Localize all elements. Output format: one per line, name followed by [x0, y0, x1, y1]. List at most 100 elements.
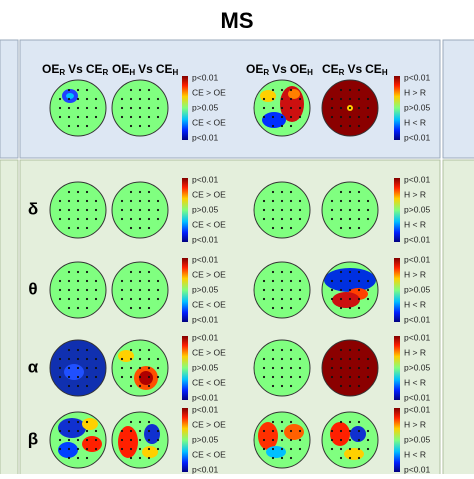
- electrode: [138, 384, 142, 388]
- topomap: [111, 339, 169, 397]
- electrode: [147, 384, 151, 388]
- electrode: [262, 106, 266, 110]
- electrode: [289, 288, 293, 292]
- electrode: [289, 88, 293, 92]
- electrode: [339, 366, 343, 370]
- electrode: [138, 190, 142, 194]
- activation: [58, 442, 78, 458]
- electrode: [120, 429, 124, 433]
- electrode: [262, 366, 266, 370]
- electrode: [271, 97, 275, 101]
- colorbar-label: CE > OE: [192, 189, 226, 199]
- electrode: [289, 279, 293, 283]
- electrode: [280, 88, 284, 92]
- electrode: [138, 456, 142, 460]
- electrode: [298, 288, 302, 292]
- electrode: [138, 217, 142, 221]
- electrode: [289, 208, 293, 212]
- electrode: [280, 190, 284, 194]
- electrode: [280, 384, 284, 388]
- electrode: [138, 447, 142, 451]
- electrode: [138, 297, 142, 301]
- electrode: [271, 279, 275, 283]
- activation: [344, 448, 364, 460]
- electrode: [280, 279, 284, 283]
- column-header: OER Vs CER: [42, 62, 108, 77]
- electrode: [129, 348, 133, 352]
- topomap: [111, 181, 169, 239]
- electrode: [366, 199, 370, 203]
- electrode: [58, 429, 62, 433]
- electrode: [339, 217, 343, 221]
- electrode: [138, 115, 142, 119]
- electrode: [67, 217, 71, 221]
- electrode: [330, 447, 334, 451]
- electrode: [67, 226, 71, 230]
- electrode: [289, 456, 293, 460]
- electrode: [67, 375, 71, 379]
- electrode: [339, 447, 343, 451]
- electrode: [85, 106, 89, 110]
- electrode: [76, 190, 80, 194]
- electrode: [357, 226, 361, 230]
- electrode: [289, 447, 293, 451]
- electrode: [76, 375, 80, 379]
- electrode: [147, 288, 151, 292]
- electrode: [147, 199, 151, 203]
- header-vs: Vs: [138, 62, 153, 76]
- scalp-outline: [49, 339, 107, 397]
- electrode: [156, 217, 160, 221]
- electrode: [138, 88, 142, 92]
- electrode: [138, 226, 142, 230]
- topomap: [321, 181, 379, 239]
- electrode: [357, 106, 361, 110]
- electrode: [330, 199, 334, 203]
- electrode: [156, 447, 160, 451]
- scalp-outline: [111, 181, 169, 239]
- electrode: [330, 208, 334, 212]
- colorbar-label: p>0.05: [192, 204, 219, 214]
- electrode: [348, 199, 352, 203]
- electrode: [120, 357, 124, 361]
- colorbar-label: CE > OE: [192, 269, 226, 279]
- electrode: [271, 208, 275, 212]
- column-header: OER Vs OEH: [246, 62, 313, 77]
- electrode: [147, 438, 151, 442]
- electrode: [330, 279, 334, 283]
- electrode: [94, 288, 98, 292]
- scalp-outline: [111, 411, 169, 469]
- electrode: [85, 348, 89, 352]
- electrode: [271, 297, 275, 301]
- electrode: [120, 106, 124, 110]
- electrode: [120, 115, 124, 119]
- panel-edge: [442, 159, 474, 479]
- electrode: [357, 306, 361, 310]
- electrode: [129, 190, 133, 194]
- electrode: [76, 297, 80, 301]
- electrode: [129, 270, 133, 274]
- colorbar-label: p<0.01: [404, 132, 431, 142]
- electrode: [289, 297, 293, 301]
- electrode: [94, 375, 98, 379]
- electrode: [58, 447, 62, 451]
- activation: [118, 350, 134, 362]
- electrode: [339, 270, 343, 274]
- electrode: [357, 124, 361, 128]
- electrode: [271, 348, 275, 352]
- electrode: [289, 357, 293, 361]
- electrode: [129, 456, 133, 460]
- electrode: [330, 217, 334, 221]
- electrode: [85, 420, 89, 424]
- electrode: [129, 420, 133, 424]
- electrode: [339, 88, 343, 92]
- electrode: [289, 306, 293, 310]
- activation: [139, 371, 153, 385]
- electrode: [156, 279, 160, 283]
- electrode: [147, 279, 151, 283]
- electrode: [129, 306, 133, 310]
- topomap: [321, 339, 379, 397]
- colorbar-label: p<0.01: [192, 404, 219, 414]
- header-term: OE: [290, 62, 307, 76]
- electrode: [138, 270, 142, 274]
- electrode: [85, 447, 89, 451]
